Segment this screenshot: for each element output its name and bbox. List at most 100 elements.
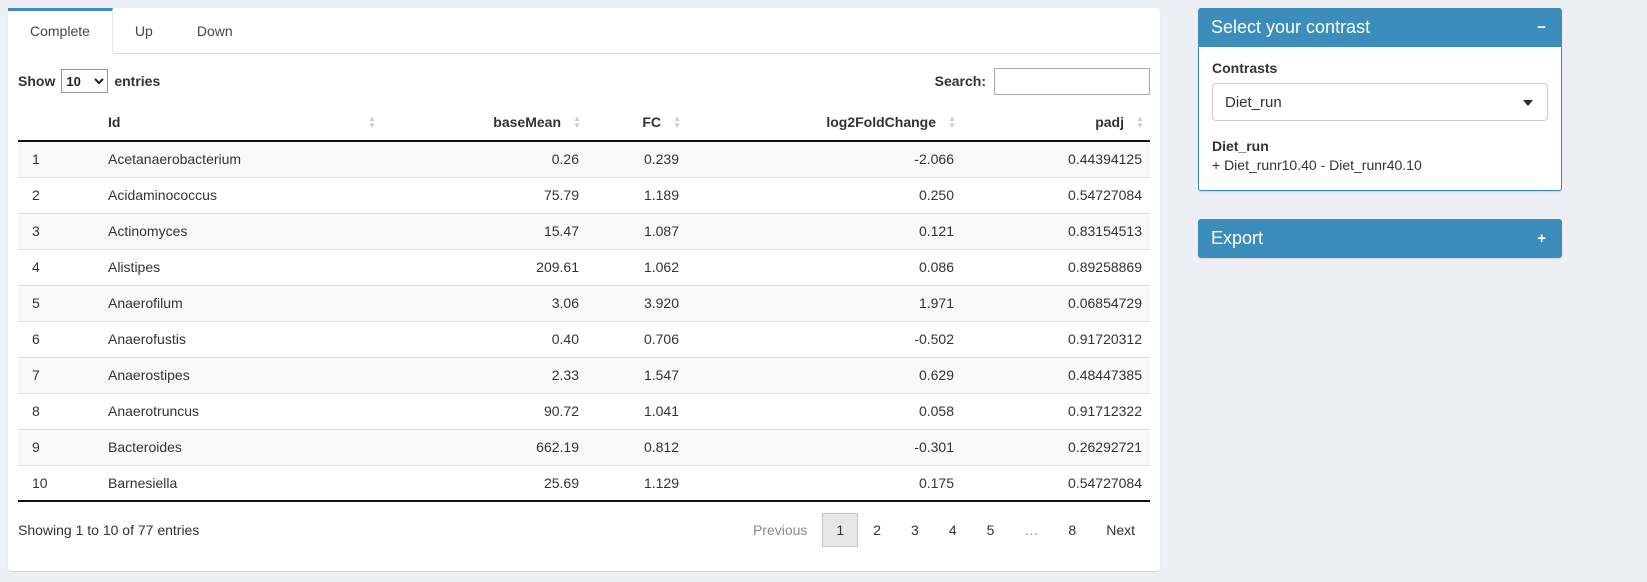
cell-padj: 0.91720312 xyxy=(1068,331,1142,347)
cell-basemean: 0.40 xyxy=(551,331,579,347)
page-next[interactable]: Next xyxy=(1106,522,1135,538)
row-index: 2 xyxy=(32,187,40,203)
row-index: 1 xyxy=(32,151,40,168)
cell-fc: 3.920 xyxy=(643,295,679,311)
table-row[interactable]: 10 Barnesiella 25.69 1.129 0.175 0.54727084 xyxy=(18,465,1150,501)
cell-log2foldchange: 1.971 xyxy=(918,295,954,311)
tab-up[interactable]: Up xyxy=(134,23,153,39)
row-index: 4 xyxy=(32,259,40,275)
contrast-box-title: Select your contrast xyxy=(1211,17,1371,37)
contrast-name: Diet_run xyxy=(1212,138,1269,154)
col-header-id[interactable]: Id ▲ ▼ xyxy=(92,103,382,142)
sort-icon: ▲ ▼ xyxy=(1136,113,1144,130)
expand-plus-icon[interactable]: + xyxy=(1537,230,1546,247)
contrast-box: Select your contrast − Contrasts Diet_ru… xyxy=(1198,8,1562,191)
cell-fc: 0.706 xyxy=(643,331,679,347)
table-row[interactable]: 9 Bacteroides 662.19 0.812 -0.301 0.26292721 xyxy=(18,429,1150,465)
table-row[interactable]: 3 Actinomyces 15.47 1.087 0.121 0.83154513 xyxy=(18,213,1150,249)
cell-fc: 0.239 xyxy=(643,151,679,168)
cell-fc: 1.547 xyxy=(643,367,679,383)
page-4[interactable]: 4 xyxy=(948,522,957,538)
col-header-rownum xyxy=(18,103,92,142)
table-row[interactable]: 4 Alistipes 209.61 1.062 0.086 0.89258869 xyxy=(18,249,1150,285)
datatable-panel: Show 10 entries Search: Id ▲ ▼ baseMean ▲ ▼ FC… xyxy=(8,54,1160,554)
table-row[interactable]: 1 Acetanaerobacterium 0.26 0.239 -2.066 0.443… xyxy=(18,141,1150,177)
cell-id: Bacteroides xyxy=(108,439,182,455)
table-header-row: Id ▲ ▼ baseMean ▲ ▼ FC ▲ ▼ log2FoldChange ▲ ▼ padj ▲ ▼ xyxy=(18,103,1150,142)
cell-log2foldchange: 0.629 xyxy=(918,367,954,383)
page-previous[interactable]: Previous xyxy=(752,522,808,538)
contrast-box-body: Contrasts Diet_run Diet_run + Diet_runr1… xyxy=(1198,47,1562,191)
table-row[interactable]: 8 Anaerotruncus 90.72 1.041 0.058 0.91712322 xyxy=(18,393,1150,429)
tab-down[interactable]: Down xyxy=(196,23,233,39)
cell-fc: 1.189 xyxy=(643,187,679,203)
caret-down-icon xyxy=(1523,100,1533,106)
cell-log2foldchange: 0.086 xyxy=(918,259,954,275)
cell-padj: 0.89258869 xyxy=(1068,259,1142,275)
cell-log2foldchange: 0.250 xyxy=(918,187,954,203)
cell-basemean: 209.61 xyxy=(536,259,579,275)
col-header-log2foldchange[interactable]: log2FoldChange ▲ ▼ xyxy=(687,103,962,142)
export-box-header[interactable]: Export + xyxy=(1198,219,1562,258)
page-ellipsis: … xyxy=(1024,522,1039,538)
row-index: 10 xyxy=(32,474,48,491)
sort-icon: ▲ ▼ xyxy=(948,113,956,130)
show-label: Show xyxy=(18,73,56,89)
cell-log2foldchange: -0.502 xyxy=(914,331,954,347)
pagination: Previous 1 2 3 4 5 … 8 Next xyxy=(738,513,1150,547)
export-box-title: Export xyxy=(1211,228,1264,248)
cell-log2foldchange: -2.066 xyxy=(914,151,954,168)
cell-id: Acidaminococcus xyxy=(108,187,217,203)
col-header-padj[interactable]: padj ▲ ▼ xyxy=(962,103,1150,142)
sort-icon: ▲ ▼ xyxy=(573,113,581,130)
cell-log2foldchange: -0.301 xyxy=(914,439,954,455)
cell-basemean: 0.26 xyxy=(551,151,579,168)
contrast-formula: + Diet_runr10.40 - Diet_runr40.10 xyxy=(1212,157,1422,173)
cell-fc: 1.041 xyxy=(643,403,679,419)
row-index: 7 xyxy=(32,367,40,383)
table-row[interactable]: 7 Anaerostipes 2.33 1.547 0.629 0.48447385 xyxy=(18,357,1150,393)
page-length-select[interactable]: 10 xyxy=(61,69,109,93)
row-index: 8 xyxy=(32,403,40,419)
cell-basemean: 15.47 xyxy=(543,223,579,239)
contrasts-select[interactable]: Diet_run xyxy=(1212,83,1548,121)
cell-log2foldchange: 0.121 xyxy=(918,223,954,239)
cell-padj: 0.54727084 xyxy=(1068,474,1142,491)
cell-basemean: 662.19 xyxy=(536,439,579,455)
cell-padj: 0.44394125 xyxy=(1068,151,1142,168)
cell-log2foldchange: 0.175 xyxy=(918,474,954,491)
cell-basemean: 3.06 xyxy=(551,295,579,311)
row-index: 5 xyxy=(32,295,40,311)
cell-padj: 0.83154513 xyxy=(1068,223,1142,239)
page-8[interactable]: 8 xyxy=(1068,522,1077,538)
cell-id: Anaerofustis xyxy=(108,331,186,347)
collapse-minus-icon[interactable]: − xyxy=(1537,19,1546,36)
row-index: 6 xyxy=(32,331,40,347)
cell-padj: 0.06854729 xyxy=(1068,295,1142,311)
search-input[interactable] xyxy=(994,67,1150,95)
table-row[interactable]: 6 Anaerofustis 0.40 0.706 -0.502 0.91720312 xyxy=(18,321,1150,357)
page-5[interactable]: 5 xyxy=(986,522,995,538)
datatable-footer: Showing 1 to 10 of 77 entries Previous 1 2… xyxy=(18,506,1150,554)
table-row[interactable]: 5 Anaerofilum 3.06 3.920 1.971 0.06854729 xyxy=(18,285,1150,321)
cell-fc: 1.129 xyxy=(643,474,679,491)
page-2[interactable]: 2 xyxy=(873,522,882,538)
cell-id: Acetanaerobacterium xyxy=(108,151,242,168)
row-index: 3 xyxy=(32,223,40,239)
page-1[interactable]: 1 xyxy=(822,513,859,547)
cell-id: Alistipes xyxy=(108,259,161,275)
contrasts-select-value: Diet_run xyxy=(1225,93,1282,111)
cell-fc: 1.062 xyxy=(643,259,679,275)
col-header-basemean[interactable]: baseMean ▲ ▼ xyxy=(382,103,587,142)
tab-complete[interactable]: Complete xyxy=(8,8,113,54)
table-search: Search: xyxy=(935,67,1150,95)
cell-padj: 0.54727084 xyxy=(1068,187,1142,203)
table-row[interactable]: 2 Acidaminococcus 75.79 1.189 0.250 0.5472708… xyxy=(18,177,1150,213)
page-3[interactable]: 3 xyxy=(911,522,919,538)
col-header-fc[interactable]: FC ▲ ▼ xyxy=(587,103,687,142)
cell-padj: 0.26292721 xyxy=(1068,439,1142,455)
cell-id: Anaerofilum xyxy=(108,295,183,311)
cell-id: Barnesiella xyxy=(108,474,178,491)
datatable-toolbar: Show 10 entries Search: xyxy=(18,63,1150,99)
